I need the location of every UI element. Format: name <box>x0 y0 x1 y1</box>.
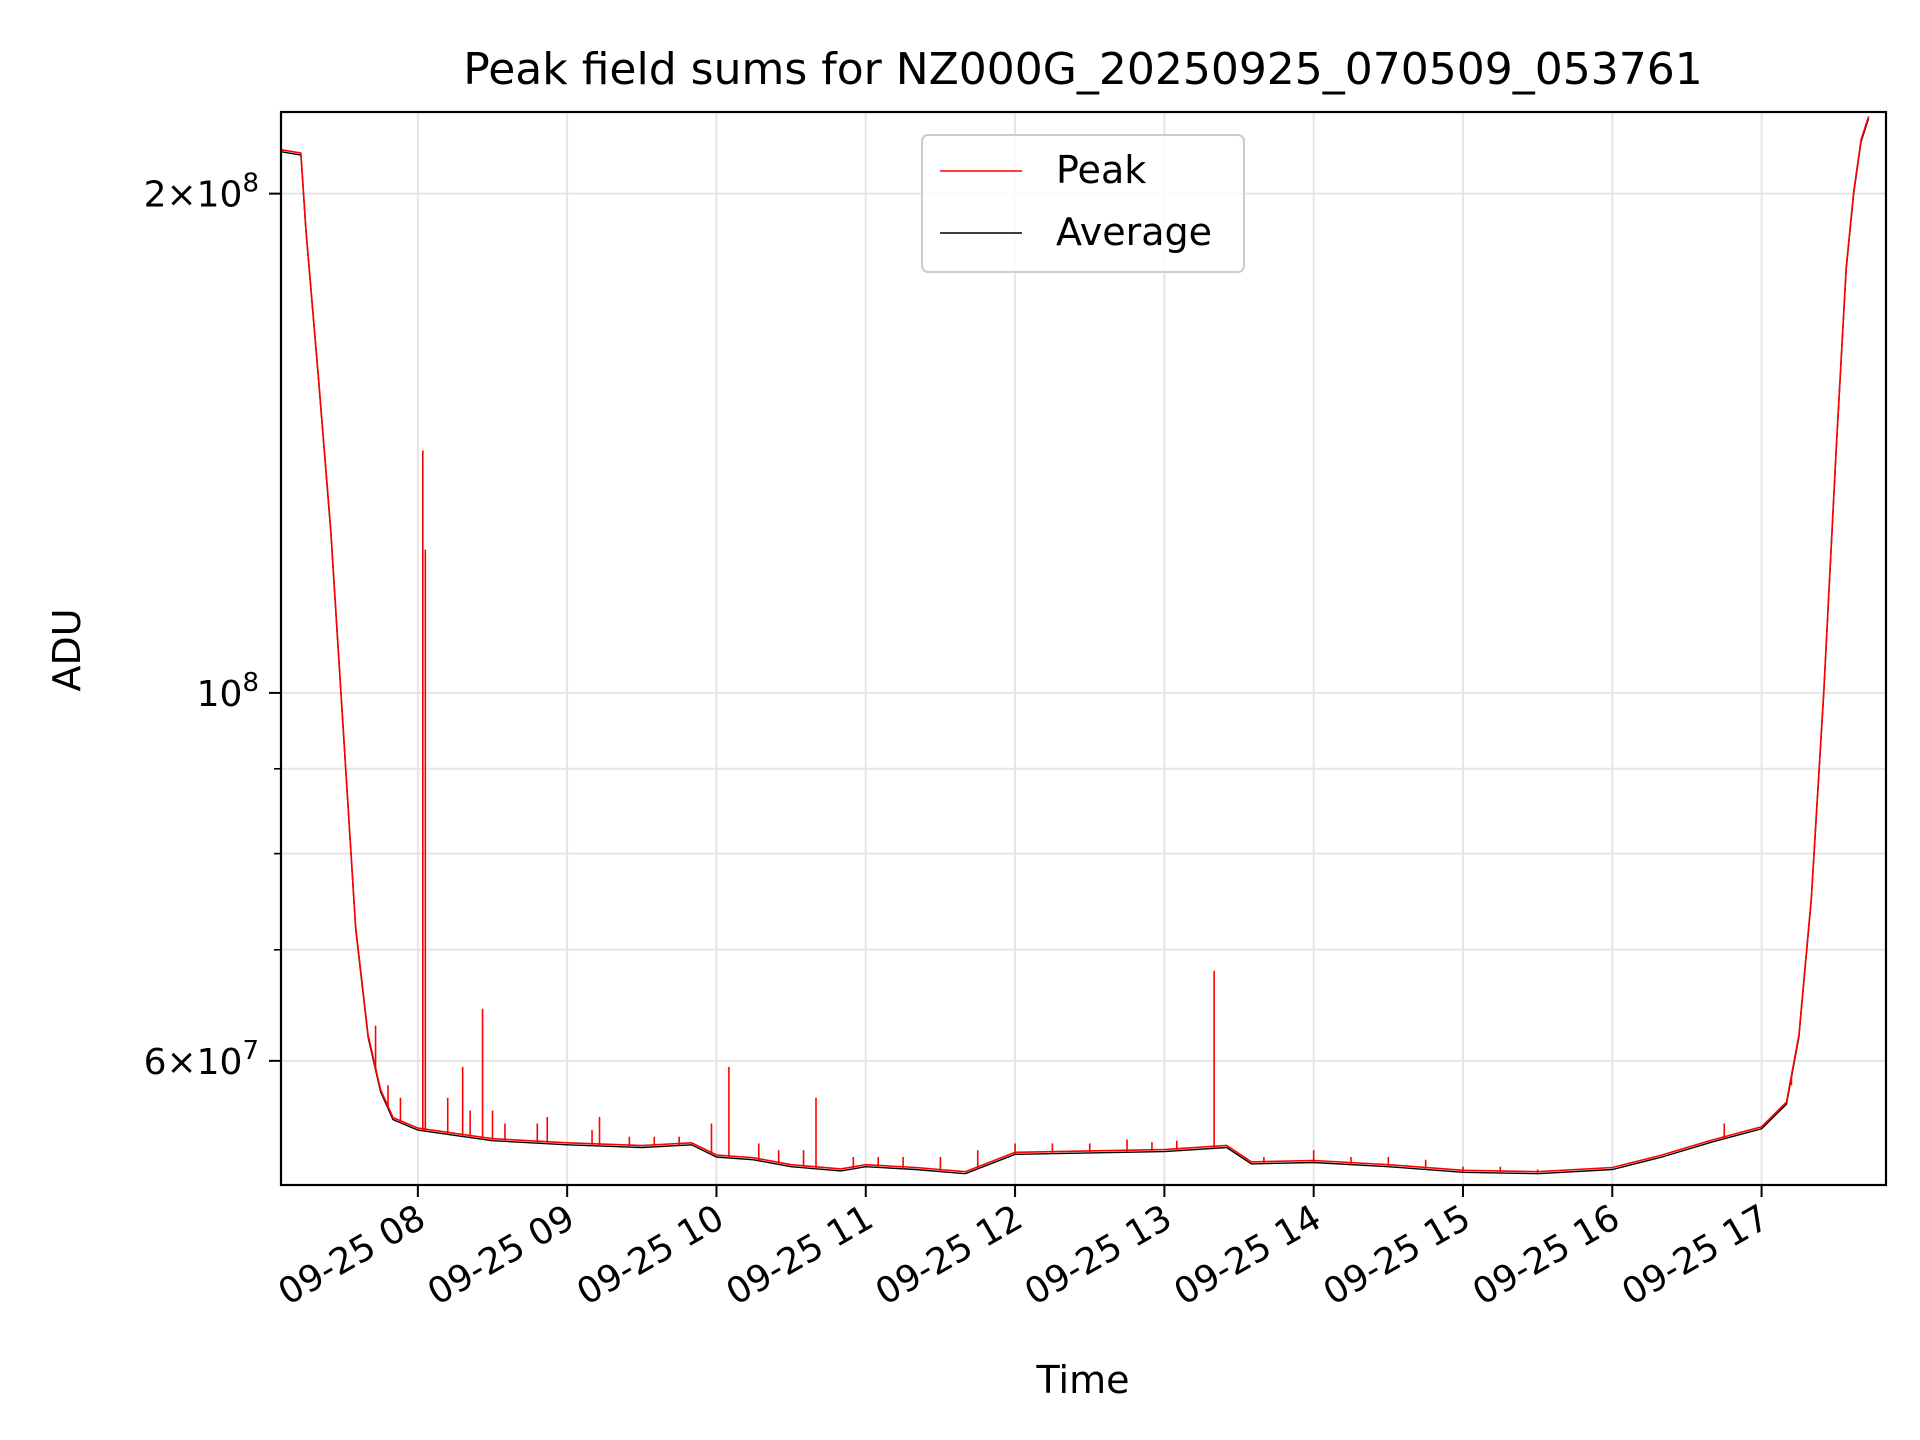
legend: Peak Average <box>921 134 1245 273</box>
legend-average-label: Average <box>1056 210 1212 254</box>
y-axis-label: ADU <box>45 608 89 691</box>
chart-title: Peak field sums for NZ000G_20250925_0705… <box>463 44 1702 95</box>
peak-series-group <box>280 116 1870 1174</box>
x-axis-label: Time <box>1036 1358 1130 1402</box>
peak-series-line <box>280 116 1870 1173</box>
legend-peak-label: Peak <box>1056 148 1146 192</box>
y-tick-label: 2×108 <box>144 169 259 216</box>
y-tick-label: 6×107 <box>144 1036 259 1083</box>
plot-frame <box>279 110 1888 1187</box>
y-tick-label: 108 <box>197 668 259 715</box>
legend-box <box>921 134 1245 273</box>
